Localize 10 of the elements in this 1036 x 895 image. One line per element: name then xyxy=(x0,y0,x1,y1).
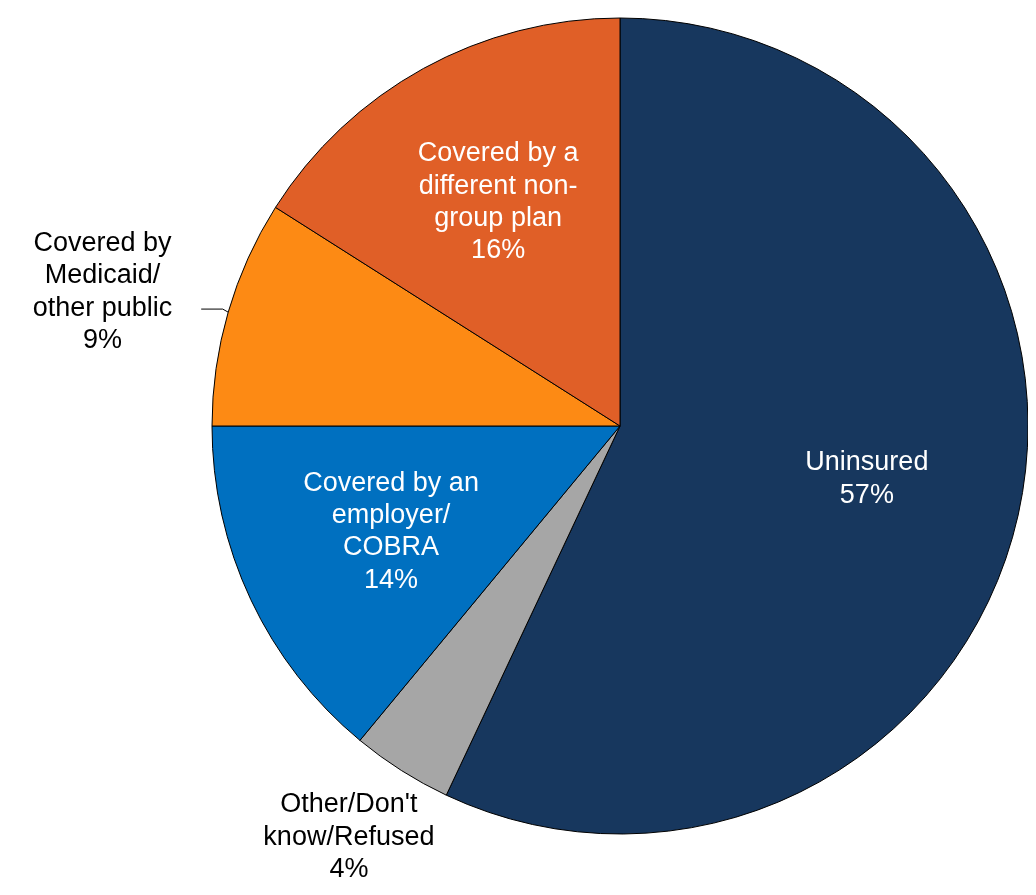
data-label: 9% xyxy=(82,323,122,354)
data-label: 14% xyxy=(364,563,419,594)
data-label: 57% xyxy=(839,478,894,509)
slice-label: Covered by an employer/ COBRA xyxy=(303,466,479,562)
slice-label: Uninsured xyxy=(805,446,929,477)
data-label: 16% xyxy=(471,234,526,265)
slice-label: Covered by a different non- group plan xyxy=(417,137,580,232)
slice-label: Covered by Medicaid/ other public xyxy=(32,226,173,322)
data-label: 4% xyxy=(329,853,369,884)
slice-label: Other/Don't know/Refused xyxy=(263,788,435,851)
